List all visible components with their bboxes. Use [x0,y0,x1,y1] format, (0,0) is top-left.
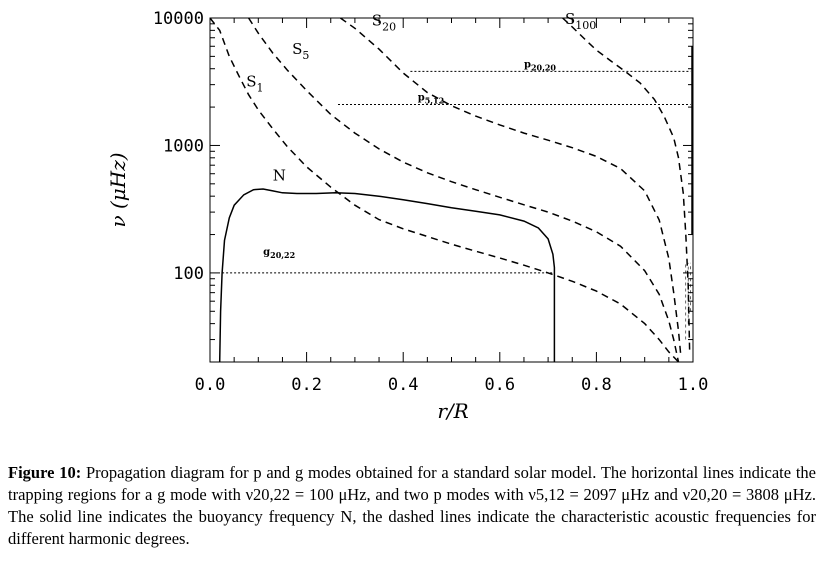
label-subscript: 20,22 [270,250,295,260]
curve-label-N: N [273,167,286,185]
label-subscript: 5 [302,49,309,62]
label-base: S [292,40,302,58]
curve-label-S1: S1 [246,73,263,95]
x-tick-label: 0.4 [388,375,419,395]
curve-label-S5: S5 [292,40,309,62]
x-tick-label: 0.6 [484,375,515,395]
curve-label-S20: S20 [372,12,396,34]
curve-N [218,188,556,362]
chart-axes: 0.0 0.2 0.4 0.6 0.8 1.0 100 1000 10000 [153,9,709,395]
label-base: S [372,12,382,30]
figure-caption: Figure 10: Propagation diagram for p and… [8,462,816,550]
curve-label-p20-20: p20,20 [524,59,556,72]
label-base: g [263,247,270,258]
caption-title: Figure 10: [8,463,82,482]
curve-label-g20-22: g20,22 [263,247,295,260]
x-tick-label: 1.0 [678,375,709,395]
label-subscript: 5,12 [425,95,444,105]
y-tick-label: 100 [173,264,204,284]
x-tick-label: 0.0 [195,375,226,395]
curve-S100 [562,18,691,350]
plot-frame [209,17,694,363]
label-subscript: 20,20 [531,62,556,72]
curve-S20 [339,18,682,357]
label-base: p [524,59,531,70]
x-axis-label: r/R [437,399,468,423]
chart-curves [210,18,693,362]
caption-text: Propagation diagram for p and g modes ob… [8,463,817,548]
y-axis-label: ν (μHz) [106,152,130,227]
curve-label-S100: S100 [565,10,596,32]
label-subscript: 20 [382,21,396,34]
x-tick-label: 0.2 [291,375,322,395]
y-tick-label: 10000 [153,9,204,29]
curve-S5 [247,18,680,362]
label-subscript: 1 [257,82,264,95]
curve-label-p5-12: p5,12 [418,92,444,105]
x-tick-label: 0.8 [581,375,612,395]
y-tick-label: 1000 [163,136,204,156]
label-subscript: 100 [575,19,596,32]
label-base: p [418,92,425,103]
label-base: S [565,10,575,28]
curve-S1 [210,18,680,362]
label-base: S [246,73,256,91]
